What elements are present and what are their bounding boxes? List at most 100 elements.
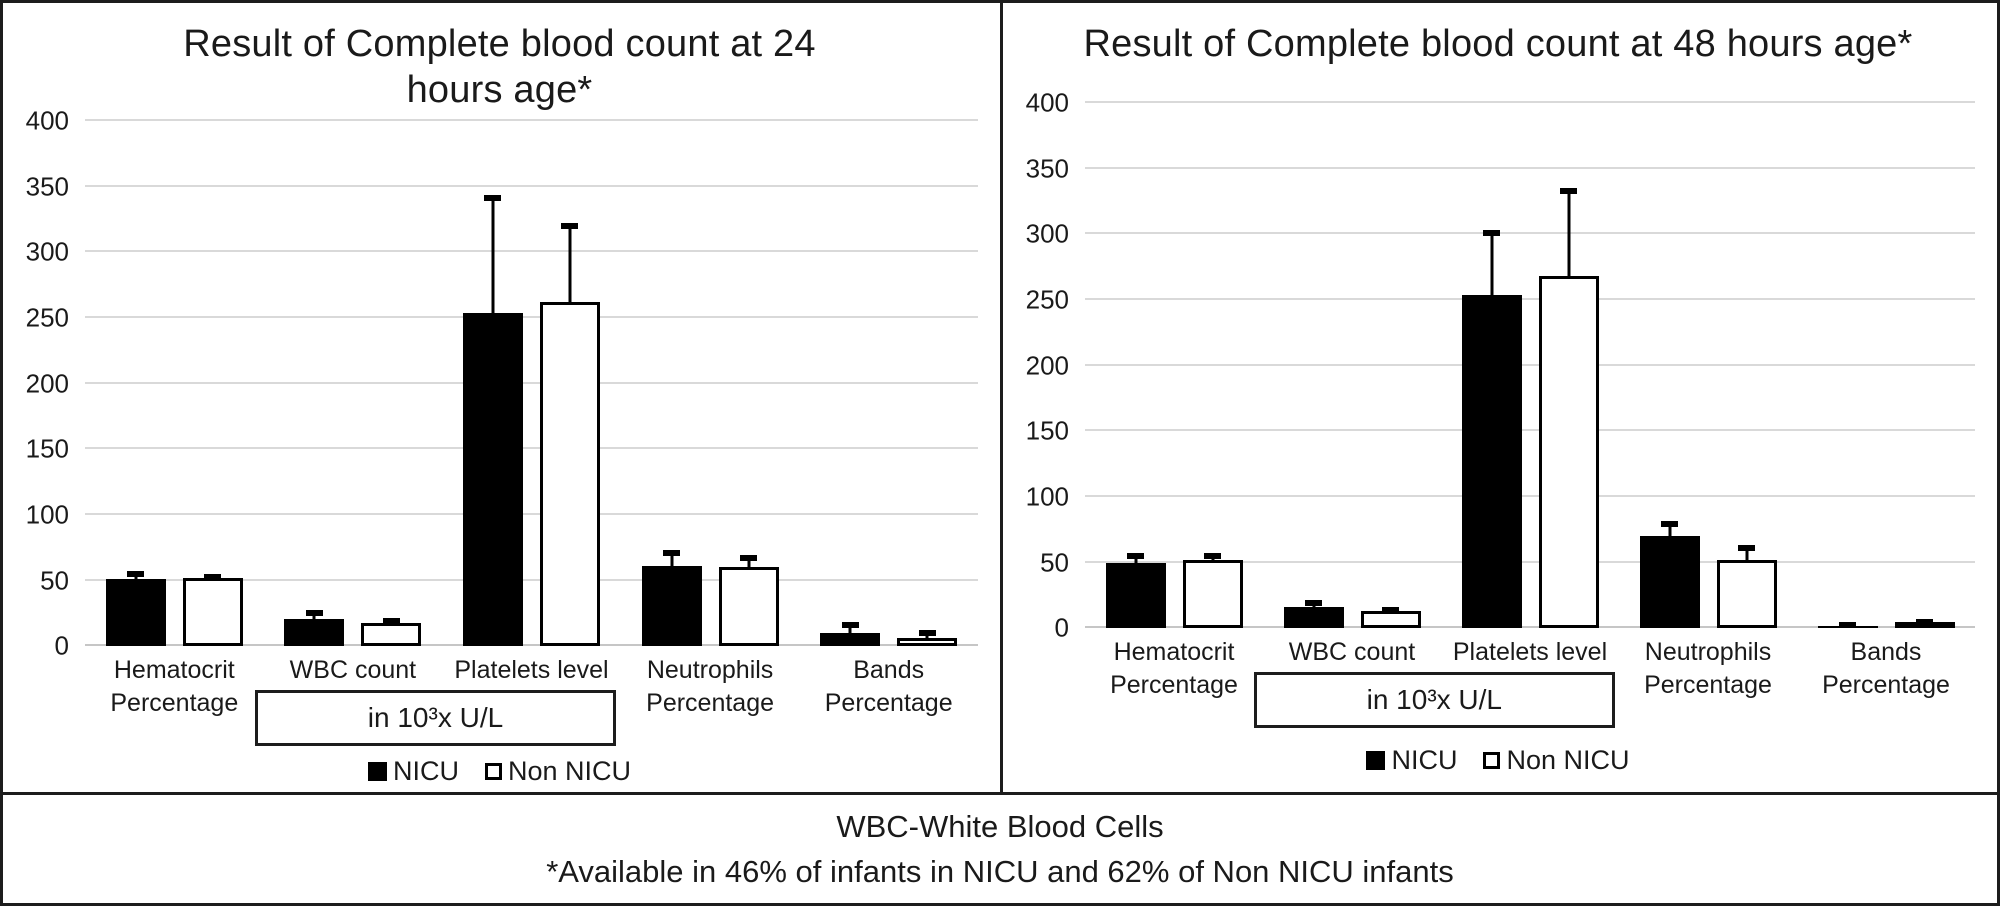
error-bar — [1204, 553, 1221, 564]
error-bar — [1127, 552, 1144, 563]
gridline-400 — [1085, 101, 1975, 104]
bar-nicu — [462, 195, 523, 647]
x-axis-labels: Hematocrit Percentage WBC count Platelets … — [1085, 628, 1975, 701]
error-bar — [663, 549, 681, 567]
gridline-50 — [1085, 560, 1975, 563]
nicu-swatch-icon — [367, 761, 387, 781]
bar-group — [442, 195, 621, 647]
charts-row: Result of Complete blood count at 24 hou… — [3, 3, 1997, 793]
bar-non-nicu — [539, 223, 600, 647]
grid-layer — [85, 118, 978, 647]
bar-nicu — [105, 570, 166, 647]
error-bar-cap — [1916, 619, 1933, 626]
error-bar — [127, 570, 145, 580]
non-nicu-swatch-icon — [1483, 751, 1501, 769]
bar-group — [1085, 552, 1263, 629]
gridline-50 — [85, 578, 978, 581]
x-axis-label: Bands Percentage — [1822, 638, 1950, 699]
error-bar — [1916, 619, 1933, 626]
x-axis-48h: Hematocrit Percentage WBC count Platelets … — [1085, 628, 1975, 738]
gridline-0 — [1085, 626, 1975, 629]
error-bar-cap — [1738, 545, 1755, 552]
error-bar — [1483, 229, 1500, 295]
y-tick-label-200: 200 — [25, 368, 69, 399]
error-bar-cap — [484, 195, 502, 202]
chart-panel-48h: Result of Complete blood count at 48 hou… — [1000, 3, 1997, 793]
bar-group — [1263, 600, 1441, 629]
chart-area-24h: 0 50 100 150 200 250 300 350 400 — [13, 105, 986, 661]
y-tick-label-0: 0 — [1054, 612, 1069, 643]
bar-non-nicu — [897, 630, 958, 647]
error-bar-cap — [127, 570, 145, 577]
error-bar-cap — [918, 630, 936, 637]
bar-non-nicu — [1360, 607, 1421, 629]
legend-48h: NICU Non NICU — [1013, 738, 1983, 782]
figure-footnote: WBC-White Blood Cells *Available in 46% … — [3, 792, 1997, 903]
bar-non-nicu — [1716, 545, 1777, 629]
bar-non-nicu — [1538, 188, 1599, 629]
x-axis-label: WBC count — [289, 656, 417, 685]
error-bar — [918, 630, 936, 642]
bar-non-nicu — [182, 573, 243, 647]
gridline-350 — [85, 184, 978, 187]
bar-nicu — [1817, 621, 1878, 629]
chart-panel-24h: Result of Complete blood count at 24 hou… — [3, 3, 1000, 792]
bar-non-nicu — [1894, 619, 1955, 629]
bar-nicu — [1639, 521, 1700, 629]
legend-label-nicu: NICU — [392, 755, 459, 786]
gridline-250 — [1085, 298, 1975, 301]
error-bar-cap — [663, 549, 681, 556]
legend-label-nicu: NICU — [1391, 744, 1458, 775]
unit-annotation-box: in 10³x U/L — [1254, 672, 1615, 729]
non-nicu-swatch-icon — [484, 762, 502, 780]
plot-area-48h — [1085, 83, 1975, 629]
error-bar-cap — [305, 610, 323, 617]
plot-area-24h — [85, 118, 978, 647]
x-axis-label: Hematocrit Percentage — [1110, 638, 1238, 699]
gridline-250 — [85, 315, 978, 318]
legend-label-non-nicu: Non NICU — [1506, 744, 1630, 775]
gridline-350 — [1085, 166, 1975, 169]
gridline-100 — [85, 512, 978, 515]
y-tick-label-100: 100 — [25, 499, 69, 530]
y-tick-label-200: 200 — [1025, 350, 1069, 381]
error-bar — [1382, 607, 1399, 615]
x-axis-label: Platelets level — [454, 656, 609, 685]
gridline-200 — [1085, 363, 1975, 366]
y-tick-label-150: 150 — [1025, 415, 1069, 446]
gridline-0 — [85, 644, 978, 647]
y-tick-label-400: 400 — [25, 105, 69, 136]
error-bar-cap — [204, 573, 222, 580]
gridline-300 — [85, 250, 978, 253]
y-tick-label-50: 50 — [1040, 547, 1069, 578]
error-bar — [1305, 600, 1322, 608]
error-bar-cap — [1661, 521, 1678, 528]
footnote-line-1: WBC-White Blood Cells — [836, 809, 1164, 845]
legend-label-non-nicu: Non NICU — [507, 755, 632, 786]
error-bar-cap — [740, 555, 758, 562]
y-tick-label-250: 250 — [25, 302, 69, 333]
error-bar — [841, 621, 859, 634]
x-axis-label: Neutrophils Percentage — [1644, 638, 1772, 699]
legend-24h: NICU Non NICU — [13, 750, 986, 792]
error-bar-cap — [561, 223, 579, 230]
error-bar — [382, 618, 400, 626]
x-axis-label: Platelets level — [1452, 638, 1608, 667]
error-bar — [204, 573, 222, 581]
bar-group — [1797, 619, 1975, 629]
legend-item-non-nicu: Non NICU — [1483, 744, 1630, 776]
chart-title-24h: Result of Complete blood count at 24 hou… — [183, 23, 816, 112]
legend-item-nicu: NICU — [1366, 745, 1457, 776]
y-tick-label-350: 350 — [25, 171, 69, 202]
gridline-200 — [85, 381, 978, 384]
error-bar-cap — [1305, 600, 1322, 607]
y-axis-48h: 0 50 100 150 200 250 300 350 400 — [1013, 83, 1085, 643]
error-bar-cap — [1483, 229, 1500, 236]
x-axis-label: Neutrophils Percentage — [646, 656, 775, 717]
gridline-400 — [85, 118, 978, 121]
footnote-line-2: *Available in 46% of infants in NICU and… — [546, 854, 1454, 890]
gridline-150 — [1085, 429, 1975, 432]
x-axis-label: Hematocrit Percentage — [110, 656, 239, 717]
legend-item-non-nicu: Non NICU — [484, 755, 632, 787]
